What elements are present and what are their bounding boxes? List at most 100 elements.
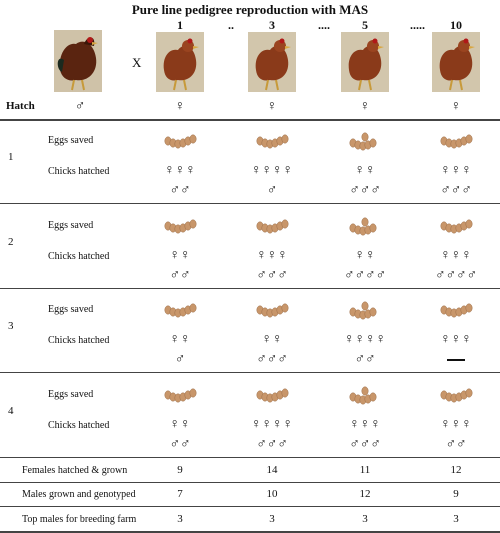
female-count-symbols: ♀♀♀♀	[251, 163, 293, 178]
female-count-symbols: ♀♀♀	[440, 417, 472, 432]
eggs-saved-label: Eggs saved	[48, 135, 94, 146]
female-symbol-header-1: ♀	[174, 99, 186, 114]
block-rule	[0, 203, 500, 204]
ellipsis-2: ....	[318, 18, 330, 32]
female-count-symbols: ♀♀♀	[440, 163, 472, 178]
egg-cluster-icon	[160, 216, 200, 236]
eggs-saved-label: Eggs saved	[48, 304, 94, 315]
female-count-symbols: ♀♀	[354, 163, 376, 178]
male-count-symbols: ♂♂♂	[349, 183, 381, 198]
male-count-symbols: ♂♂♂	[440, 183, 472, 198]
summary-value: 11	[359, 464, 371, 476]
summary-value: 10	[266, 488, 278, 500]
summary-value: 3	[453, 513, 459, 525]
male-count-symbols: ♂♂♂♂	[344, 268, 386, 283]
hatch-number: 2	[8, 236, 14, 248]
female-count-symbols: ♀♀♀	[440, 332, 472, 347]
male-count-symbols: ♂	[174, 352, 186, 367]
male-count-symbols: ♂♂♂	[256, 437, 288, 452]
eggs-saved-label: Eggs saved	[48, 389, 94, 400]
chicks-hatched-label: Chicks hatched	[48, 420, 110, 431]
male-count-symbols: ♂♂	[169, 268, 191, 283]
chicks-hatched-label: Chicks hatched	[48, 335, 110, 346]
female-count-symbols: ♀♀♀	[256, 248, 288, 263]
block-rule	[0, 457, 500, 458]
egg-cluster-icon	[436, 300, 476, 320]
male-count-symbols: ♂♂♂	[256, 268, 288, 283]
summary-value: 3	[269, 513, 275, 525]
female-count-symbols: ♀♀♀♀	[344, 332, 386, 347]
none-dash	[447, 359, 465, 361]
summary-value: 12	[359, 488, 371, 500]
female-count-symbols: ♀♀	[169, 248, 191, 263]
female-count-symbols: ♀♀♀	[440, 248, 472, 263]
egg-cluster-icon	[436, 131, 476, 151]
female-symbol-header-3: ♀	[266, 99, 278, 114]
rooster-photo	[54, 30, 102, 92]
hen-photo-10	[432, 32, 480, 92]
figure-title: Pure line pedigree reproduction with MAS	[131, 2, 369, 17]
summary-rule	[0, 482, 500, 483]
egg-cluster-icon	[160, 385, 200, 405]
summary-value: 9	[453, 488, 459, 500]
summary-value: 7	[177, 488, 183, 500]
chicks-hatched-label: Chicks hatched	[48, 251, 110, 262]
female-count-symbols: ♀♀	[354, 248, 376, 263]
summary-rule	[0, 506, 500, 507]
female-symbol-header-10: ♀	[450, 99, 462, 114]
egg-cluster-icon	[345, 131, 385, 151]
ellipsis-3: .....	[410, 18, 425, 32]
column-number-5: 5	[362, 18, 368, 32]
column-number-10: 10	[450, 18, 462, 32]
female-count-symbols: ♀♀	[261, 332, 283, 347]
hatch-label: Hatch	[6, 100, 35, 112]
male-count-symbols: ♂♂♂	[256, 352, 288, 367]
hatch-number: 3	[8, 320, 14, 332]
female-count-symbols: ♀♀	[169, 332, 191, 347]
male-count-symbols: ♂♂♂	[349, 437, 381, 452]
summary-value: 3	[177, 513, 183, 525]
egg-cluster-icon	[436, 216, 476, 236]
male-count-symbols: ♂	[266, 183, 278, 198]
egg-cluster-icon	[160, 131, 200, 151]
ellipsis-1: ..	[228, 18, 234, 32]
column-number-1: 1	[177, 18, 183, 32]
summary-label: Males grown and genotyped	[22, 489, 136, 500]
egg-cluster-icon	[252, 300, 292, 320]
hen-photo-3	[248, 32, 296, 92]
block-rule	[0, 288, 500, 289]
summary-value: 9	[177, 464, 183, 476]
egg-cluster-icon	[436, 385, 476, 405]
chicks-hatched-label: Chicks hatched	[48, 166, 110, 177]
egg-cluster-icon	[160, 300, 200, 320]
egg-cluster-icon	[345, 216, 385, 236]
female-count-symbols: ♀♀♀	[164, 163, 196, 178]
male-count-symbols: ♂♂	[445, 437, 467, 452]
male-count-symbols: ♂♂	[354, 352, 376, 367]
summary-value: 3	[362, 513, 368, 525]
female-symbol-header-5: ♀	[359, 99, 371, 114]
hatch-number: 1	[8, 151, 14, 163]
eggs-saved-label: Eggs saved	[48, 220, 94, 231]
hatch-number: 4	[8, 405, 14, 417]
hen-photo-1	[156, 32, 204, 92]
block-rule	[0, 372, 500, 373]
male-count-symbols: ♂♂♂♂	[435, 268, 477, 283]
male-count-symbols: ♂♂	[169, 183, 191, 198]
egg-cluster-icon	[252, 131, 292, 151]
egg-cluster-icon	[252, 385, 292, 405]
cross-symbol: X	[132, 55, 142, 70]
summary-label: Top males for breeding farm	[22, 514, 137, 525]
female-count-symbols: ♀♀	[169, 417, 191, 432]
female-count-symbols: ♀♀♀	[349, 417, 381, 432]
summary-value: 14	[266, 464, 278, 476]
summary-rule	[0, 531, 500, 533]
egg-cluster-icon	[252, 216, 292, 236]
summary-label: Females hatched & grown	[22, 465, 128, 476]
egg-cluster-icon	[345, 385, 385, 405]
male-symbol-header: ♂	[74, 99, 86, 114]
header-rule	[0, 119, 500, 121]
hen-photo-5	[341, 32, 389, 92]
female-count-symbols: ♀♀♀♀	[251, 417, 293, 432]
male-count-symbols: ♂♂	[169, 437, 191, 452]
